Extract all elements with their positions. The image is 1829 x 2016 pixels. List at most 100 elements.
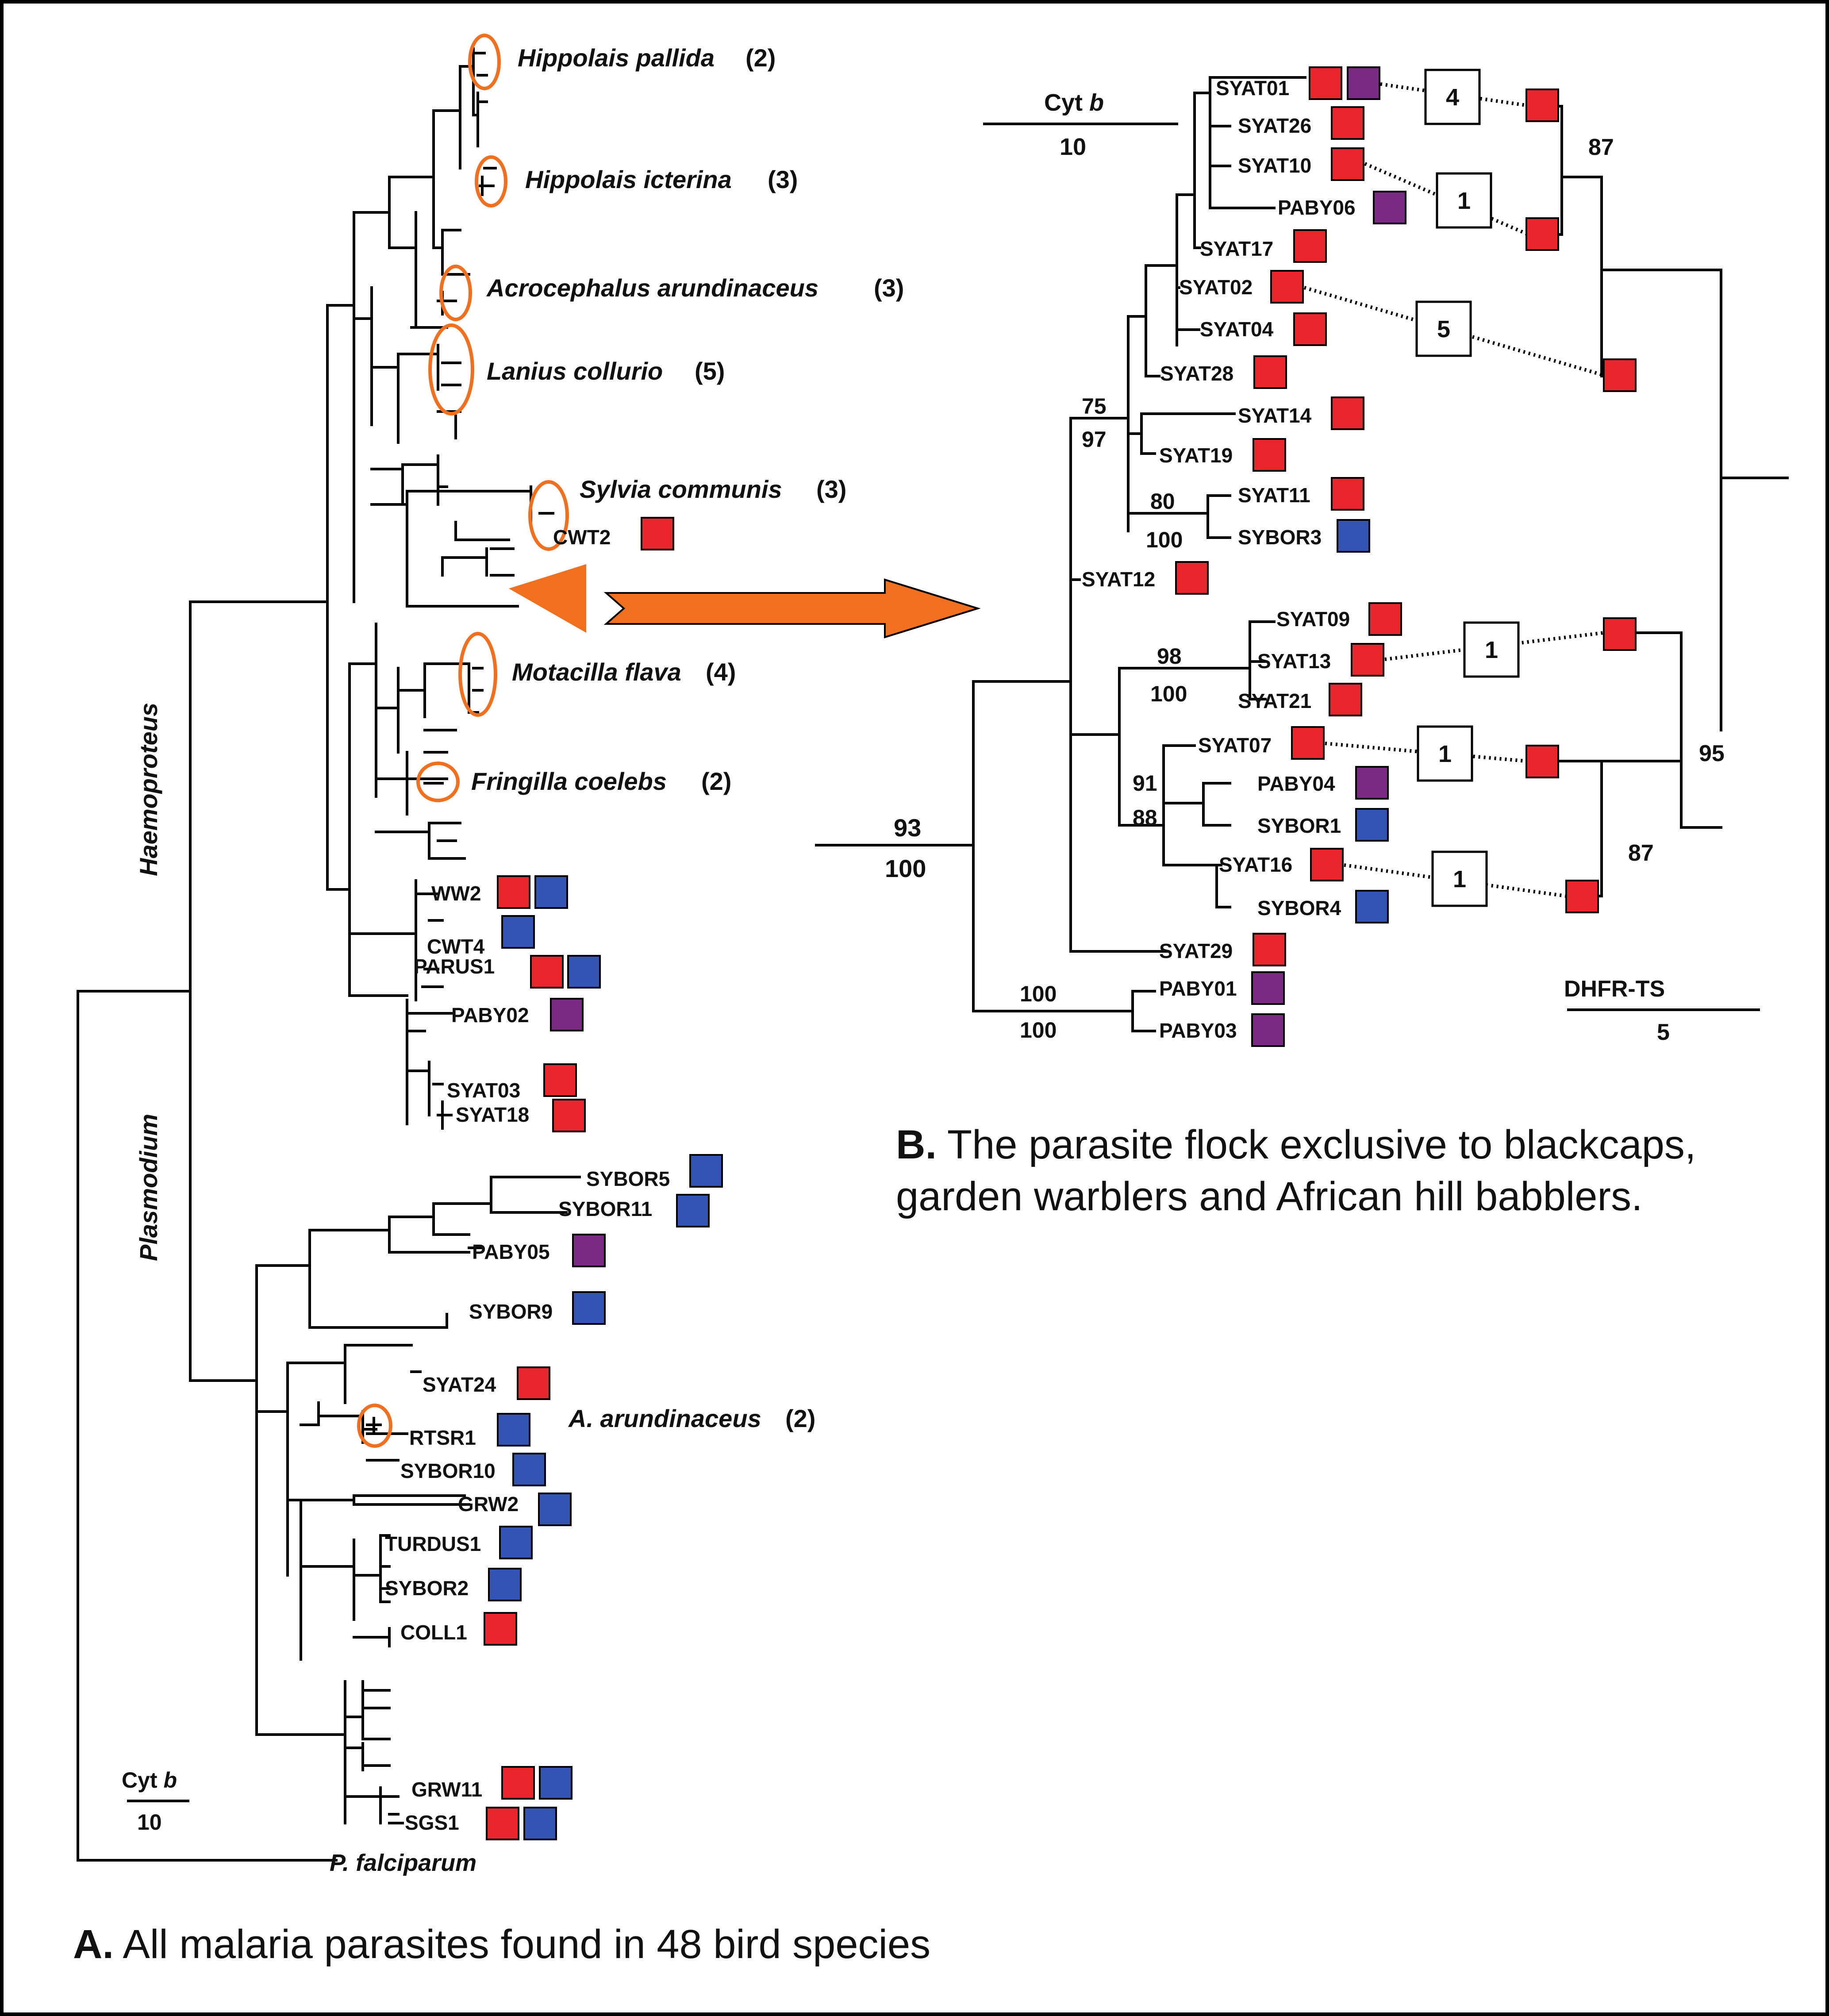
host-square-blue	[512, 1453, 546, 1486]
scale-label: Cyt b	[122, 1768, 177, 1793]
lineage-label: WW2	[431, 882, 481, 905]
hippolais-icterina-circle	[475, 155, 507, 208]
host-clade-circles	[357, 34, 569, 1448]
panel-b-left-tree	[815, 76, 1306, 1032]
lineage-label: SYAT18	[456, 1103, 529, 1126]
difference-count: 1	[1485, 637, 1498, 663]
host-square-red	[1331, 477, 1364, 511]
host-square-red	[1331, 106, 1364, 140]
host-species-count: (2)	[745, 44, 776, 72]
host-species-label: Acrocephalus arundinaceus	[486, 274, 818, 302]
sylvia-communis-circle	[528, 480, 569, 551]
panel-a-lineages: CWT2 WW2 CWT4 PARUS1 PABY02 SYAT03 SYAT1…	[385, 517, 723, 1840]
host-square-blue	[534, 875, 568, 909]
host-square-purple	[1355, 766, 1389, 800]
lineage-label: PARUS1	[414, 955, 495, 978]
difference-boxes: 4 1 5 1 1 1	[1415, 69, 1520, 907]
host-species-label: Hippolais icterina	[525, 165, 732, 193]
host-square-red	[1329, 683, 1362, 716]
support-value: 100	[1146, 527, 1183, 552]
host-square-red	[1253, 933, 1286, 966]
host-species-label: Fringilla coelebs	[471, 767, 667, 795]
support-value: 80	[1150, 489, 1175, 514]
host-square-red	[1331, 147, 1364, 181]
lineage-label: RTSR1	[409, 1426, 476, 1449]
panel-b-caption-line-2: garden warblers and African hill babbler…	[896, 1174, 1643, 1219]
host-square-purple	[550, 998, 584, 1031]
host-square-purple	[1347, 66, 1380, 100]
host-species-label: Motacilla flava	[512, 658, 681, 686]
lineage-label: SYAT19	[1159, 444, 1233, 467]
support-value: 87	[1628, 840, 1654, 866]
host-species-count: (2)	[701, 767, 731, 795]
lineage-label: PABY05	[472, 1240, 550, 1263]
support-value: 100	[1020, 981, 1057, 1006]
lineage-label: SYBOR11	[558, 1197, 652, 1220]
host-square-blue	[523, 1807, 557, 1840]
support-value: 93	[894, 814, 921, 842]
host-species-count: (3)	[874, 274, 904, 302]
support-value: 100	[1150, 681, 1187, 706]
host-square-blue	[499, 1526, 533, 1559]
host-square-red	[497, 875, 530, 909]
panel-b-scale-dhfr: DHFR-TS 5	[1564, 976, 1760, 1045]
lineage-label: SYAT03	[447, 1079, 520, 1102]
motacilla-circle	[458, 632, 497, 717]
lineage-label: PABY04	[1257, 772, 1335, 795]
support-value: 100	[885, 854, 926, 882]
lineage-label: SYAT07	[1198, 734, 1272, 757]
lineage-label: SYAT14	[1238, 404, 1312, 427]
a-arundinaceus-circle	[357, 1404, 392, 1448]
lineage-label: SYBOR5	[586, 1167, 670, 1190]
scale-value: 10	[137, 1810, 162, 1835]
lineage-label: SYBOR2	[385, 1577, 469, 1600]
host-square-blue	[1355, 890, 1389, 923]
acrocephalus-circle	[439, 265, 472, 321]
panel-a-caption: A. All malaria parasites found in 48 bir…	[73, 1922, 930, 1967]
lineage-label: PABY06	[1278, 196, 1356, 219]
lineage-label: SYAT01	[1216, 77, 1289, 100]
lineage-label: SYAT09	[1276, 608, 1350, 631]
host-square-blue	[539, 1766, 573, 1800]
support-value: 95	[1699, 741, 1725, 766]
host-square-purple	[1251, 971, 1285, 1005]
difference-count: 1	[1457, 188, 1471, 214]
scale-label: DHFR-TS	[1564, 976, 1665, 1002]
lanius-circle	[428, 323, 474, 416]
host-square-red	[530, 955, 564, 989]
lineage-label: SYAT12	[1082, 568, 1155, 591]
host-square-purple	[1251, 1013, 1285, 1047]
host-square-red	[1525, 217, 1559, 251]
host-square-red	[517, 1366, 550, 1400]
host-square-blue	[1355, 808, 1389, 842]
host-square-blue	[567, 955, 601, 989]
lineage-label: PABY03	[1159, 1019, 1237, 1042]
lineage-label: PABY01	[1159, 977, 1237, 1000]
lineage-label: GRW11	[411, 1778, 482, 1801]
host-square-blue	[488, 1568, 522, 1601]
lineage-label: SYAT10	[1238, 154, 1311, 177]
genus-label-haemoproteus: Haemoproteus	[134, 703, 162, 876]
host-species-labels: Hippolais pallida (2) Hippolais icterina…	[471, 44, 904, 1432]
lineage-label: SYAT02	[1179, 276, 1253, 299]
fringilla-circle	[416, 762, 460, 802]
lineage-label: SYAT16	[1219, 853, 1292, 876]
host-square-red	[1253, 438, 1286, 472]
support-value: 87	[1588, 135, 1614, 160]
host-square-red	[1368, 602, 1402, 636]
lineage-label: SYAT04	[1200, 318, 1274, 341]
dhfr-tip-squares	[1525, 88, 1637, 913]
lineage-label: GRW2	[458, 1493, 519, 1516]
panel-a-scale-bar: Cyt b 10	[122, 1768, 189, 1835]
support-value: 97	[1082, 427, 1107, 452]
host-square-blue	[689, 1154, 723, 1188]
panel-b-lineages: SYAT01 SYAT26 SYAT10 PABY06 SYAT17 SYAT0…	[1082, 66, 1406, 1047]
host-square-red	[1253, 355, 1287, 389]
difference-box	[1415, 300, 1472, 357]
host-square-red	[1525, 745, 1559, 778]
host-square-red	[1331, 396, 1364, 430]
root-branch	[77, 990, 338, 1862]
lineage-label: SYBOR1	[1257, 814, 1341, 837]
host-species-count: (3)	[816, 475, 846, 503]
